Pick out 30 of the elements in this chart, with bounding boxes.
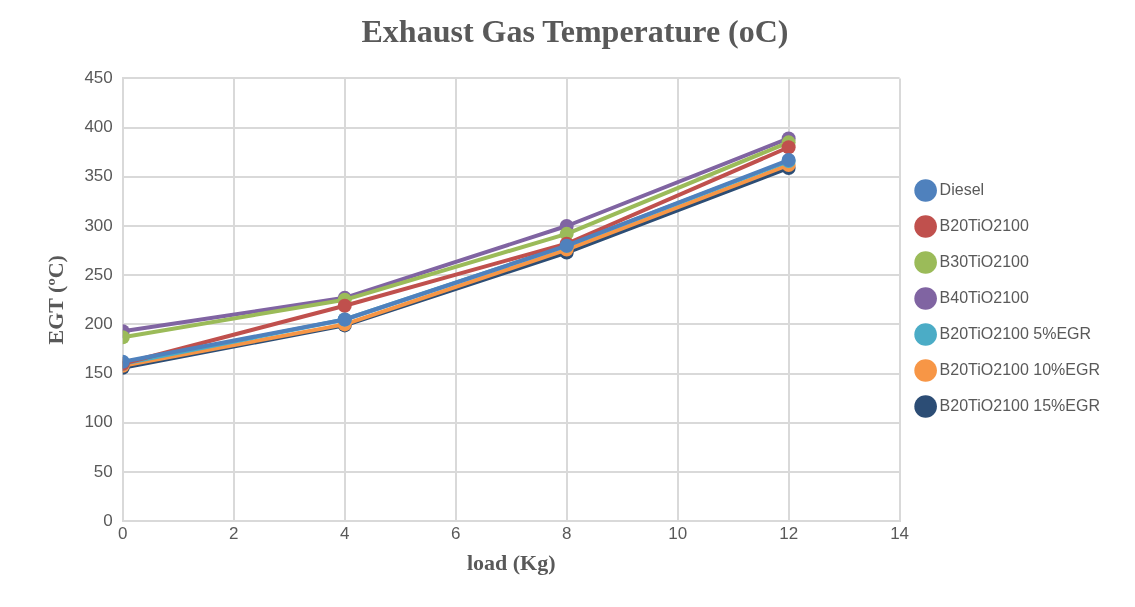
point — [337, 298, 352, 313]
x-tick-label: 6 — [450, 524, 461, 544]
legend-label: B40TiO2100 — [939, 288, 1029, 306]
legend-label: B20TiO2100 10%EGR — [939, 360, 1101, 378]
legend-label: B20TiO2100 — [939, 216, 1029, 234]
y-tick-label: 200 — [84, 314, 113, 334]
x-tick-label: 10 — [668, 524, 688, 544]
y-tick-label: 450 — [84, 68, 113, 88]
legend-label: B20TiO2100 5%EGR — [939, 324, 1092, 342]
x-tick-label: 4 — [339, 524, 350, 544]
legend-label: B30TiO2100 — [939, 252, 1029, 270]
x-tick-label: 8 — [561, 524, 572, 544]
legend-label: B20TiO2100 15%EGR — [939, 396, 1101, 414]
y-tick-label: 300 — [84, 215, 113, 235]
y-tick-label: 50 — [93, 461, 113, 481]
y-tick-label: 150 — [84, 363, 113, 383]
y-tick-label: 0 — [103, 510, 113, 530]
y-tick-label: 400 — [84, 117, 113, 137]
x-axis-title: load (Kg) — [466, 550, 556, 576]
y-tick-label: 100 — [84, 412, 113, 432]
x-tick-label: 14 — [890, 524, 910, 544]
x-tick-label: 12 — [779, 524, 799, 544]
y-tick-label: 350 — [84, 166, 113, 186]
x-tick-label: 0 — [118, 524, 128, 544]
point — [781, 140, 796, 155]
x-tick-label: 2 — [229, 524, 239, 544]
chart-title: Exhaust Gas Temperature (oC) — [361, 13, 789, 50]
legend-label: Diesel — [939, 180, 985, 198]
y-tick-label: 250 — [84, 264, 113, 284]
y-axis-title: EGT (ºC) — [42, 255, 68, 345]
